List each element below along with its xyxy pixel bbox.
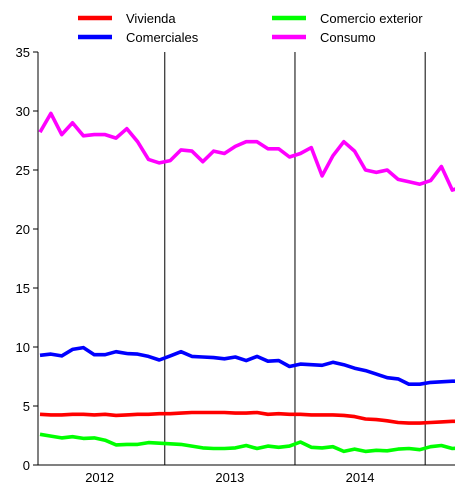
legend-item-comerciales: Comerciales (78, 30, 199, 45)
legend-label: Comerciales (126, 30, 199, 45)
legend-label: Comercio exterior (320, 11, 423, 26)
series-line-vivienda (39, 410, 455, 425)
series-line-comercio-exterior (39, 432, 455, 454)
x-tick-label: 2013 (215, 470, 244, 485)
legend-label: Vivienda (126, 11, 176, 26)
plot-area (38, 111, 455, 454)
y-tick-label: 15 (16, 281, 30, 296)
y-tick-label: 0 (23, 458, 30, 473)
y-tick-label: 5 (23, 399, 30, 414)
y-tick-label: 35 (16, 45, 30, 60)
y-tick-label: 25 (16, 163, 30, 178)
axes: 0510152025303520122013201420 (16, 45, 455, 485)
x-tick-label: 2014 (346, 470, 375, 485)
legend: Vivienda Comerciales Comercio exterior Cons… (78, 11, 423, 45)
series-line-comerciales (39, 345, 455, 387)
y-tick-label: 20 (16, 222, 30, 237)
x-tick-label: 2012 (85, 470, 114, 485)
series-line-consumo (38, 111, 455, 192)
legend-label: Consumo (320, 30, 376, 45)
legend-item-vivienda: Vivienda (78, 11, 176, 26)
y-tick-label: 30 (16, 104, 30, 119)
y-tick-label: 10 (16, 340, 30, 355)
legend-item-comercio-exterior: Comercio exterior (272, 11, 423, 26)
legend-item-consumo: Consumo (272, 30, 376, 45)
